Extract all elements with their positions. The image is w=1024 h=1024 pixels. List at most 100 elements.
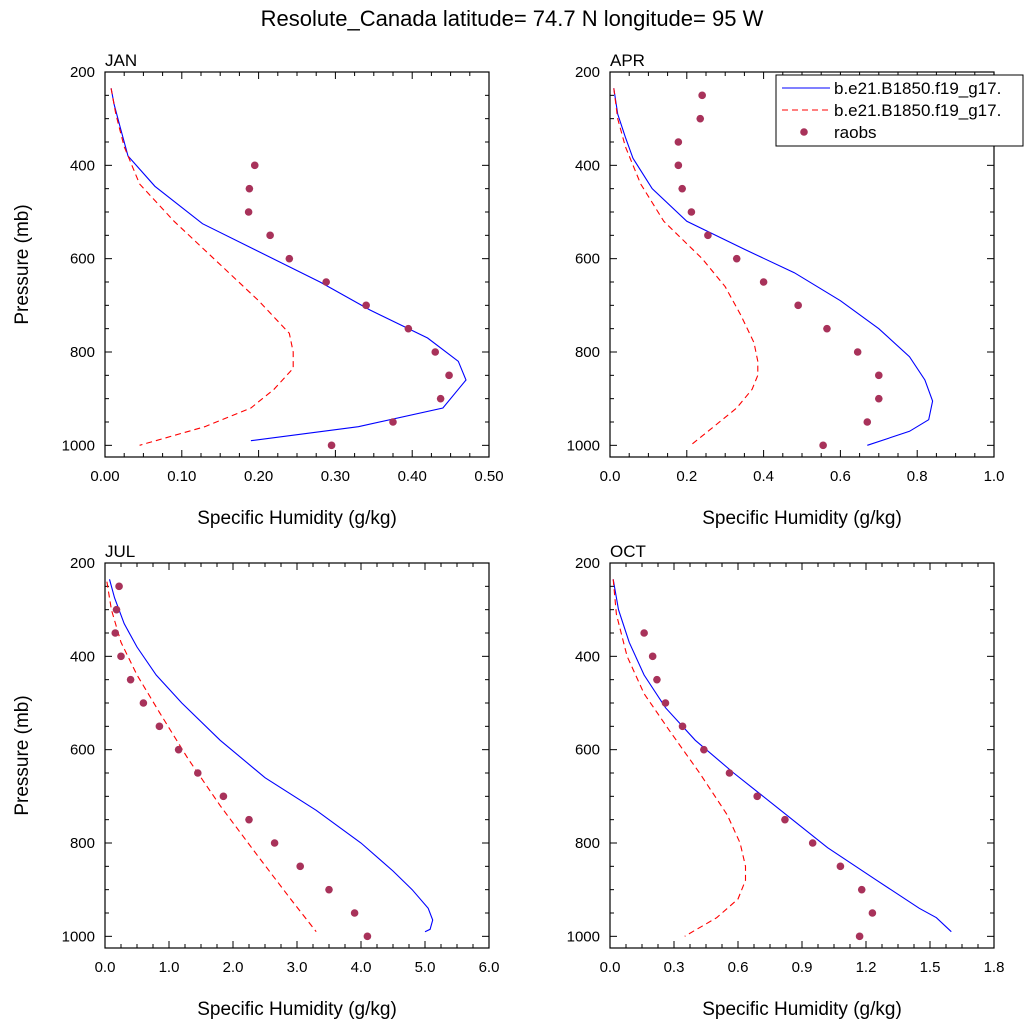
raobs-point [875,394,883,403]
panel-label: JUL [105,542,135,561]
panel-label: JAN [105,51,137,70]
x-tick-label: 0.0 [600,959,621,976]
panel-label: OCT [610,542,646,561]
x-tick-label: 2.0 [223,959,244,976]
y-tick-label: 1000 [567,437,600,454]
raobs-point [678,722,687,731]
y-tick-label: 600 [575,251,600,268]
raobs-point [853,348,862,356]
raobs-point [245,184,254,193]
y-tick-label: 400 [70,157,95,174]
y-tick-label: 800 [575,835,600,852]
x-tick-label: 0.10 [167,468,196,485]
panels-group: JAN 0.00 0.10 0.20 0.30 0.40 0.50 200 400 600 800 1… [12,51,1004,1020]
model-line-dashed [110,88,294,446]
y-tick-label: 600 [575,742,600,759]
raobs-point [362,301,370,310]
raobs-point [678,184,686,193]
x-tick-label: 0.50 [474,468,503,485]
y-axis-label: Pressure (mb) [12,204,33,324]
y-tick-label: 200 [70,555,95,572]
raobs-point [855,932,864,941]
raobs-point [794,301,802,310]
x-tick-label: 4.0 [351,959,372,976]
x-axis-label: Specific Humidity (g/kg) [197,999,397,1020]
raobs-point [700,745,708,754]
raobs-point [194,769,202,777]
raobs-point [868,909,877,917]
raobs-point [363,932,372,941]
raobs-point [653,675,661,684]
x-tick-label: 1.0 [984,468,1005,485]
raobs-point [174,745,183,754]
raobs-point [857,885,866,894]
legend-marker [800,128,808,136]
raobs-point [270,839,279,847]
raobs-point [648,652,657,661]
y-tick-label: 200 [70,64,95,81]
x-tick-label: 0.20 [244,468,273,485]
x-tick-label: 0.0 [600,468,621,485]
raobs-point [404,324,413,333]
series-group [612,579,952,941]
x-tick-label: 0.40 [398,468,427,485]
series-group [106,579,434,941]
raobs-point [117,652,125,661]
model-line-solid [110,88,467,442]
legend-label: b.e21.B1850.f19_g17. [834,79,1001,98]
raobs-point [112,605,121,614]
model-line-solid [108,579,434,933]
legend-label: raobs [834,123,877,142]
x-tick-label: 0.4 [753,468,774,485]
raobs-point [219,792,228,801]
raobs-point [836,862,845,871]
y-tick-label: 200 [575,555,600,572]
x-tick-label: 0.2 [676,468,697,485]
x-tick-label: 1.8 [984,959,1005,976]
raobs-point [266,231,274,240]
x-tick-label: 3.0 [287,959,308,976]
panel-jan: JAN 0.00 0.10 0.20 0.30 0.40 0.50 200 400 600 800 1… [12,51,504,529]
raobs-point [115,582,123,591]
raobs-point [327,441,336,450]
model-line-dashed [613,88,759,446]
raobs-point [325,885,333,894]
raobs-point [436,394,445,403]
x-tick-label: 1.2 [856,959,877,976]
y-tick-label: 600 [70,251,95,268]
raobs-point [640,629,648,637]
raobs-point [863,418,872,426]
raobs-point [732,254,741,263]
raobs-point [698,91,706,100]
raobs-point [350,909,359,917]
raobs-point [155,722,164,731]
y-tick-label: 800 [70,835,95,852]
panel-jul: JUL 0.0 1.0 2.0 3.0 4.0 5.0 6.0 200 400 600 800 1000… [12,542,499,1020]
raobs-point [250,161,259,170]
y-tick-label: 800 [575,344,600,361]
x-tick-label: 5.0 [415,959,436,976]
x-tick-label: 1.5 [920,959,941,976]
raobs-point [704,231,712,240]
y-tick-label: 800 [70,344,95,361]
raobs-point [687,208,696,216]
panel-apr: APR 0.0 0.2 0.4 0.6 0.8 1.0 200 400 600 800 1000 Spe… [567,51,1005,529]
x-axis-label: Specific Humidity (g/kg) [197,508,397,529]
y-axis-label: Pressure (mb) [12,695,33,815]
raobs-point [431,348,440,356]
x-axis-label: Specific Humidity (g/kg) [702,508,902,529]
x-tick-label: 1.0 [159,959,180,976]
raobs-point [285,254,294,263]
y-tick-label: 400 [575,648,600,665]
raobs-point [661,699,670,707]
y-tick-label: 1000 [567,928,600,945]
raobs-point [725,769,734,777]
x-tick-label: 0.00 [90,468,119,485]
raobs-point [759,278,768,286]
raobs-point [245,815,253,824]
raobs-point [875,371,883,380]
raobs-point [823,324,831,333]
y-tick-label: 1000 [62,928,95,945]
raobs-point [674,161,683,170]
